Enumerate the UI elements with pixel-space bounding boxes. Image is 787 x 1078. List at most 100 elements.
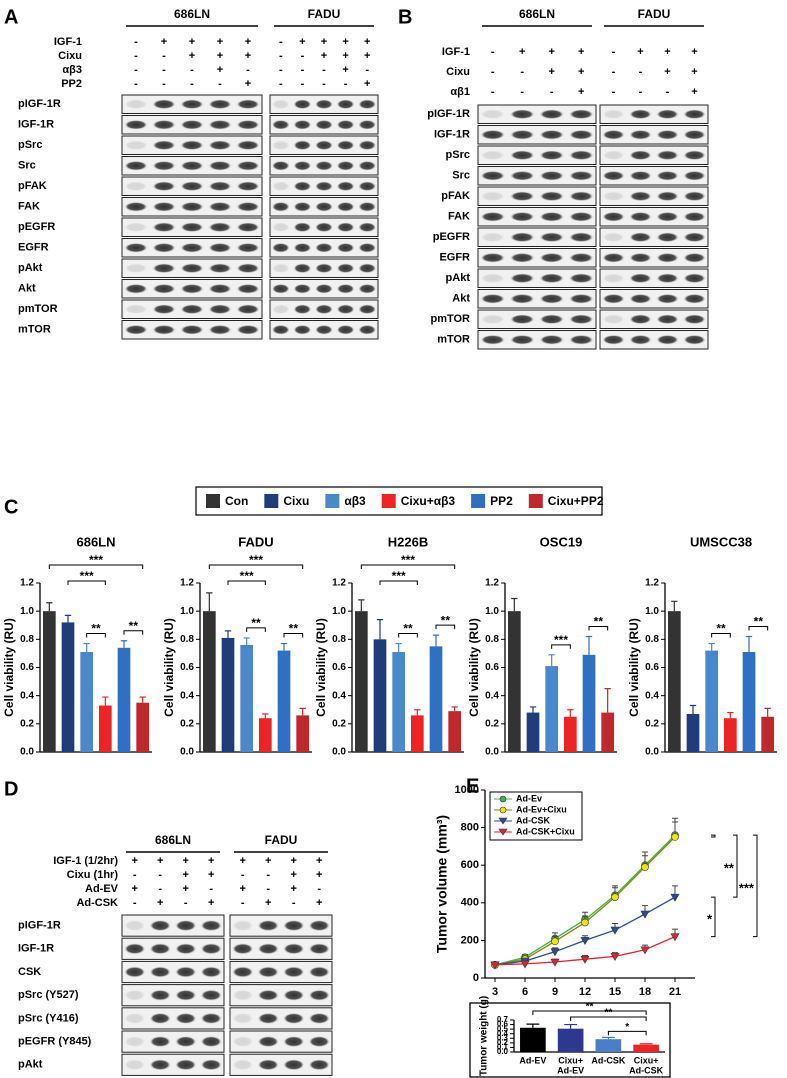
blot-band [283, 966, 305, 978]
y-tick-label: 0.4 [20, 690, 34, 701]
y-tick-label: 0.8 [332, 634, 346, 645]
error-bar [639, 1043, 653, 1045]
panel-label: B [398, 6, 412, 28]
condition-sign: - [218, 78, 222, 90]
error-bar [564, 1023, 578, 1029]
bar [563, 716, 577, 752]
y-axis-label: Tumor weight (g) [479, 996, 490, 1076]
significance-bracket [588, 626, 609, 631]
blot-band [271, 222, 290, 233]
blot-band [358, 324, 377, 335]
x-tick-label: 15 [609, 986, 621, 998]
blot-band [539, 314, 565, 325]
significance-label: *** [401, 553, 415, 567]
blot-row-label: CSK [18, 966, 41, 978]
blot-band [539, 109, 565, 120]
blot-band [314, 119, 334, 130]
blot-row-label: mTOR [437, 334, 470, 346]
bar [373, 639, 387, 752]
blot-band [293, 263, 312, 274]
error-bar [529, 706, 537, 713]
y-tick-label: 1.0 [332, 606, 346, 617]
blot-band [236, 119, 260, 130]
x-tick-label: Ad-EV [557, 1065, 584, 1075]
y-tick-label: 0.0 [20, 747, 34, 758]
series-marker [550, 958, 560, 967]
y-tick-label: 0.4 [497, 1029, 509, 1038]
blot-strip [477, 166, 597, 186]
blot-strip [121, 984, 225, 1007]
bar [98, 705, 112, 752]
y-tick-label: 600 [461, 859, 479, 871]
blot-strip [229, 1030, 333, 1053]
error-bar [604, 688, 611, 713]
blot-band [124, 222, 148, 233]
blot-strip [477, 330, 597, 350]
error-bar [139, 696, 146, 703]
condition-sign: - [550, 86, 554, 98]
significance-bracket [733, 834, 738, 898]
bar [42, 611, 56, 752]
condition-sign: + [291, 855, 297, 867]
legend-marker [498, 817, 508, 825]
bar [354, 611, 368, 752]
blot-row-label: pAkt [18, 262, 43, 274]
blot-band [314, 304, 334, 315]
blot-band [308, 1012, 330, 1024]
blot-band [509, 314, 535, 325]
blot-band [257, 966, 279, 978]
condition-sign: + [208, 855, 214, 867]
significance-label: * [625, 1022, 629, 1033]
group-header: 686LN [174, 7, 210, 21]
condition-sign: - [279, 50, 283, 62]
y-tick-label: 200 [461, 934, 479, 946]
significance-bracket [123, 630, 144, 635]
blot-row-label: pAkt [18, 1059, 43, 1071]
error-bar [432, 634, 440, 647]
legend-swatch [381, 494, 396, 508]
condition-sign: + [549, 46, 555, 58]
significance-label: *** [249, 553, 263, 567]
y-axis-label: Cell viability (RU) [467, 618, 481, 717]
group-header: FADU [265, 833, 298, 847]
blot-band [283, 1059, 305, 1071]
blot-band [480, 150, 506, 161]
condition-label: IGF-1 (1/2hr) [53, 855, 118, 867]
blot-band [568, 211, 594, 222]
significance-bracket [246, 627, 266, 632]
x-tick-label: Ad-CSK [629, 1065, 663, 1075]
blot-band [124, 324, 148, 335]
condition-sign: + [208, 897, 214, 909]
blot-band [180, 324, 204, 335]
bar [582, 654, 596, 752]
blot-strip [477, 145, 597, 165]
group-header: FADU [308, 7, 341, 21]
panel-label: E [466, 775, 479, 797]
blot-band [539, 252, 565, 263]
blot-band [629, 109, 652, 120]
blot-row-label: IGF-1R [18, 119, 54, 131]
significance-bracket [748, 626, 769, 631]
condition-sign: + [342, 36, 348, 48]
condition-sign: + [161, 36, 167, 48]
bar [392, 652, 406, 752]
condition-sign: - [639, 66, 643, 78]
condition-sign: - [162, 64, 166, 76]
condition-sign: - [241, 869, 245, 881]
condition-sign: - [322, 78, 326, 90]
error-bar [451, 706, 458, 712]
condition-sign: - [266, 869, 270, 881]
blot-band [149, 943, 171, 955]
blot-band [208, 201, 232, 212]
blot-band [236, 222, 260, 233]
x-tick-label: 6 [522, 986, 528, 998]
bar [117, 647, 131, 752]
condition-sign: + [265, 855, 271, 867]
blot-band [283, 989, 305, 1001]
blot-band [539, 150, 565, 161]
significance-label: *** [392, 569, 406, 583]
blot-band [480, 170, 506, 181]
blot-band [124, 304, 148, 315]
blot-row-label: pIGF-1R [427, 108, 470, 120]
blot-band [509, 334, 535, 345]
